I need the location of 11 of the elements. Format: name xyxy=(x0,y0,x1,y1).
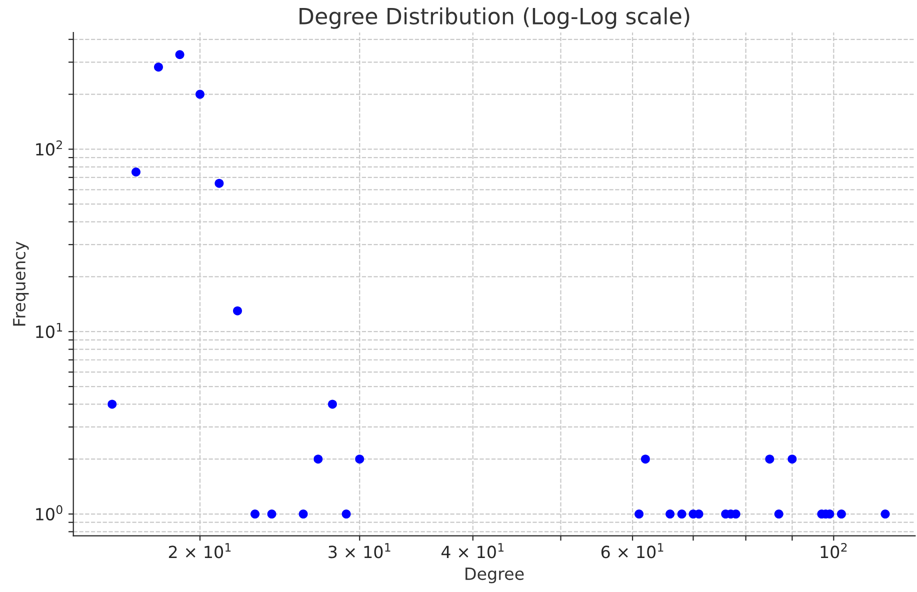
x-tick-label: 4 × 10$^{1}$ xyxy=(441,543,504,558)
x-tick-label: 6 × 10$^{1}$ xyxy=(601,543,664,558)
y-tick-label: 10$^{2}$ xyxy=(36,140,62,156)
chart-title: Degree Distribution (Log-Log scale) xyxy=(300,7,690,29)
y-tick-label: 10$^{0}$ xyxy=(36,505,62,520)
y-axis-title: Frequency xyxy=(13,242,29,326)
y-tick-label: 10$^{1}$ xyxy=(36,322,62,338)
x-tick-label: 3 × 10$^{1}$ xyxy=(328,543,390,558)
x-tick-label: 2 × 10$^{1}$ xyxy=(168,543,231,558)
x-axis-title: Degree xyxy=(466,568,524,584)
x-tick-label: 10$^{2}$ xyxy=(820,542,847,558)
